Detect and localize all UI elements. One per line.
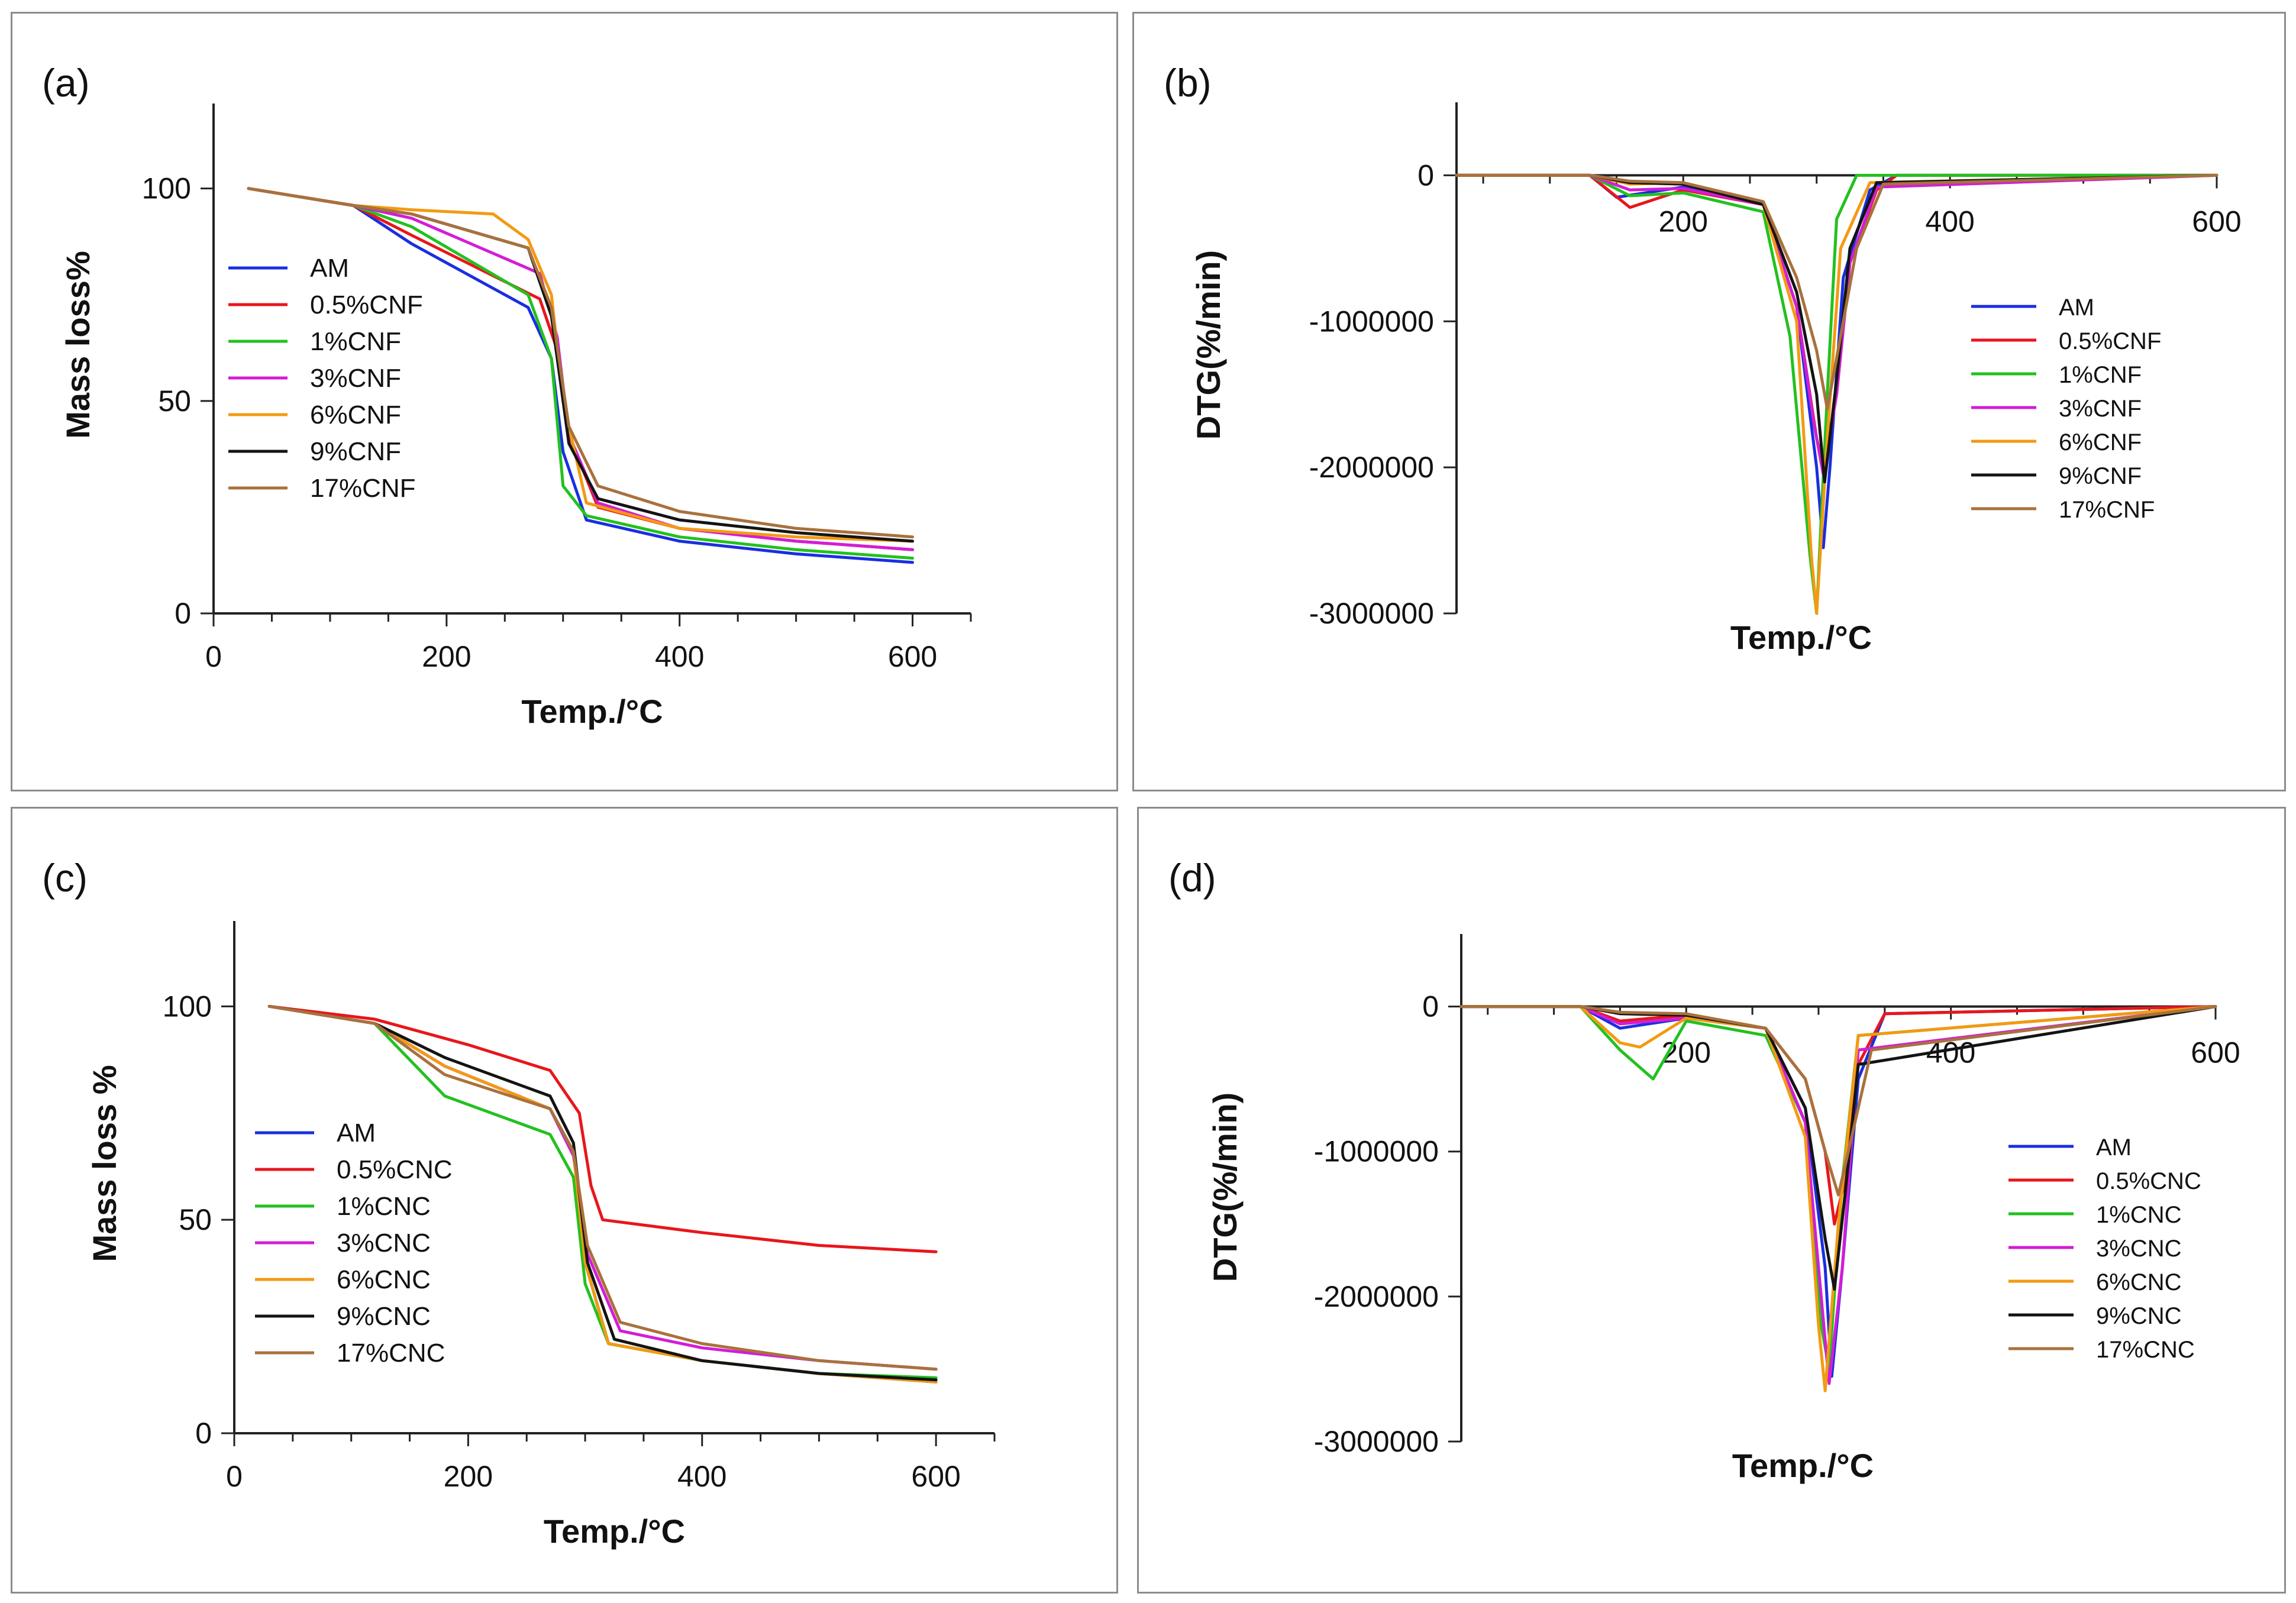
legend-label: 1%CNF	[310, 327, 401, 356]
legend-label: 9%CNF	[2059, 463, 2142, 489]
legend-label: 0.5%CNC	[337, 1155, 453, 1184]
legend-label: AM	[310, 254, 349, 283]
legend-label: 6%CNF	[2059, 429, 2142, 455]
series-line-6	[267, 1004, 938, 1371]
series-line-6	[247, 187, 914, 539]
legend-label: 17%CNC	[337, 1339, 445, 1368]
y-tick-label: 100	[142, 172, 191, 205]
x-tick-label: 200	[444, 1460, 493, 1493]
x-axis-label: Temp./°C	[544, 1512, 685, 1550]
series-line-6	[1459, 1005, 2217, 1197]
y-axis-label: DTG(%/min)	[1206, 1093, 1244, 1282]
series-line-4	[1459, 1005, 2217, 1392]
legend-label: 0.5%CNC	[2096, 1168, 2201, 1194]
chart-d: (d)200 400 6000-1000000-2000000-3000000Tem…	[1168, 856, 2240, 1484]
x-tick-label: 0	[226, 1460, 243, 1493]
legend-label: 0.5%CNF	[2059, 328, 2161, 354]
panel-b: (b) 200 400 600 0 -1000000 -2000000 -3000000 Tem…	[1132, 12, 2286, 791]
x-tick-label: 0	[205, 640, 222, 673]
panel-label: (d)	[1168, 856, 1216, 900]
x-axis-label: Temp./°C	[521, 693, 663, 730]
x-tick-label: 600	[2191, 1036, 2240, 1069]
x-tick-label: 200	[422, 640, 471, 673]
y-tick-label: -3000000	[1314, 1425, 1439, 1458]
x-tick-label: 400	[655, 640, 704, 673]
legend-label: AM	[337, 1119, 376, 1148]
series-line-0	[247, 187, 914, 564]
series-line-3	[1459, 1005, 2217, 1385]
chart-c: (c) 0 200 400 600 0 50 100 Temp./°C Mass loss % AM…	[42, 856, 996, 1550]
y-tick-label: -1000000	[1309, 305, 1434, 338]
panel-label: (c)	[42, 856, 88, 900]
legend-label: 6%CNC	[2096, 1269, 2181, 1295]
series-line-6	[1455, 173, 2219, 411]
legend-label: 9%CNF	[310, 437, 401, 466]
y-tick-label: 50	[179, 1203, 212, 1236]
y-tick-label: 0	[1417, 159, 1434, 192]
chart-a: (a) 0 200 400 600 0 50 100 Temp./°C Mass loss% AM 0…	[42, 61, 972, 730]
chart-b: (b) 200 400 600 0 -1000000 -2000000 -3000000 Tem…	[1164, 61, 2242, 656]
legend-label: 0.5%CNF	[310, 290, 423, 319]
y-tick-label: 50	[158, 384, 191, 418]
legend-label: 3%CNF	[2059, 396, 2142, 422]
series-line-1	[267, 1004, 938, 1253]
legend-label: 17%CNF	[2059, 497, 2155, 523]
panel-d: (d) 200 400 600 0 -1000000 -2000000 -3000000 Tem…	[1137, 807, 2286, 1594]
legend-label: 17%CNF	[310, 474, 416, 503]
y-axis-label: DTG(%/min)	[1190, 250, 1227, 439]
legend-label: 1%CNC	[337, 1192, 431, 1221]
legend-label: AM	[2096, 1135, 2132, 1161]
y-tick-label: 0	[1422, 990, 1439, 1023]
series-line-4	[247, 187, 914, 543]
legend-label: 17%CNC	[2096, 1337, 2195, 1363]
legend-label: AM	[2059, 295, 2094, 321]
legend-label: 3%CNC	[2096, 1236, 2181, 1262]
panel-c: (c) 0 200 400 600 0 50 100 Temp./°C Mass loss % AM…	[11, 807, 1118, 1594]
panel-label: (b)	[1164, 61, 1212, 105]
legend-label: 1%CNC	[2096, 1202, 2181, 1228]
x-tick-label: 600	[888, 640, 937, 673]
series-line-2	[1455, 173, 2219, 615]
y-tick-label: 0	[175, 597, 191, 630]
x-tick-label: 600	[2192, 205, 2241, 238]
series-line-2	[247, 187, 914, 560]
legend-label: 9%CNC	[2096, 1303, 2181, 1329]
series-line-0	[1459, 1005, 2217, 1378]
legend-label: 6%CNC	[337, 1265, 431, 1294]
legend-label: 3%CNF	[310, 364, 401, 393]
panel-label: (a)	[42, 61, 90, 105]
x-axis-label: Temp./°C	[1730, 619, 1872, 656]
legend-label: 1%CNF	[2059, 362, 2142, 388]
y-axis-label: Mass loss %	[86, 1065, 123, 1262]
y-tick-label: 0	[195, 1417, 212, 1450]
x-tick-label: 400	[1925, 205, 1974, 238]
y-tick-label: -3000000	[1309, 597, 1434, 630]
legend-label: 9%CNC	[337, 1302, 431, 1331]
series-line-3	[1455, 173, 2219, 476]
x-axis-label: Temp./°C	[1732, 1447, 1874, 1484]
panel-a: (a) 0 200 400 600 0 50 100 Temp./°C Mass loss% AM 0…	[11, 12, 1118, 791]
y-tick-label: -2000000	[1314, 1280, 1439, 1313]
x-tick-label: 200	[1659, 205, 1708, 238]
legend-label: 3%CNC	[337, 1229, 431, 1258]
y-tick-label: -2000000	[1309, 451, 1434, 484]
y-axis-label: Mass loss%	[59, 251, 96, 439]
legend-label: 6%CNF	[310, 400, 401, 429]
y-tick-label: -1000000	[1314, 1135, 1439, 1168]
y-tick-label: 100	[163, 990, 212, 1023]
x-tick-label: 600	[911, 1460, 960, 1493]
x-tick-label: 400	[677, 1460, 726, 1493]
